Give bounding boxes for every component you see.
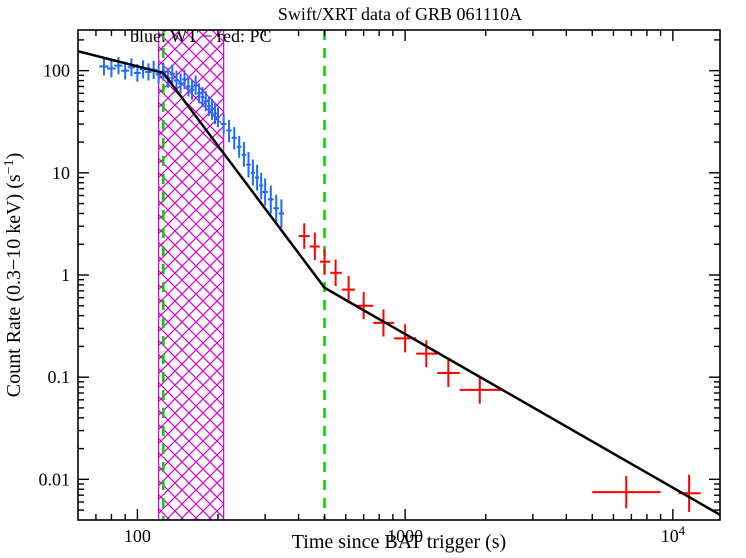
y-axis-label: Count Rate (0.3−10 keV) (s−1) xyxy=(2,153,26,398)
svg-text:100: 100 xyxy=(124,526,151,546)
svg-text:1: 1 xyxy=(61,265,70,285)
svg-text:10: 10 xyxy=(52,163,70,183)
x-axis-label: Time since BAT trigger (s) xyxy=(292,531,506,553)
svg-text:0.1: 0.1 xyxy=(48,367,71,387)
chart-svg: 10010001040.010.1110100Time since BAT tr… xyxy=(0,0,746,558)
svg-text:0.01: 0.01 xyxy=(39,469,71,489)
chart-subtitle: blue: WT − red: PC xyxy=(130,26,271,46)
svg-text:100: 100 xyxy=(43,61,70,81)
chart-root: 10010001040.010.1110100Time since BAT tr… xyxy=(0,0,746,558)
chart-title: Swift/XRT data of GRB 061110A xyxy=(278,4,522,24)
